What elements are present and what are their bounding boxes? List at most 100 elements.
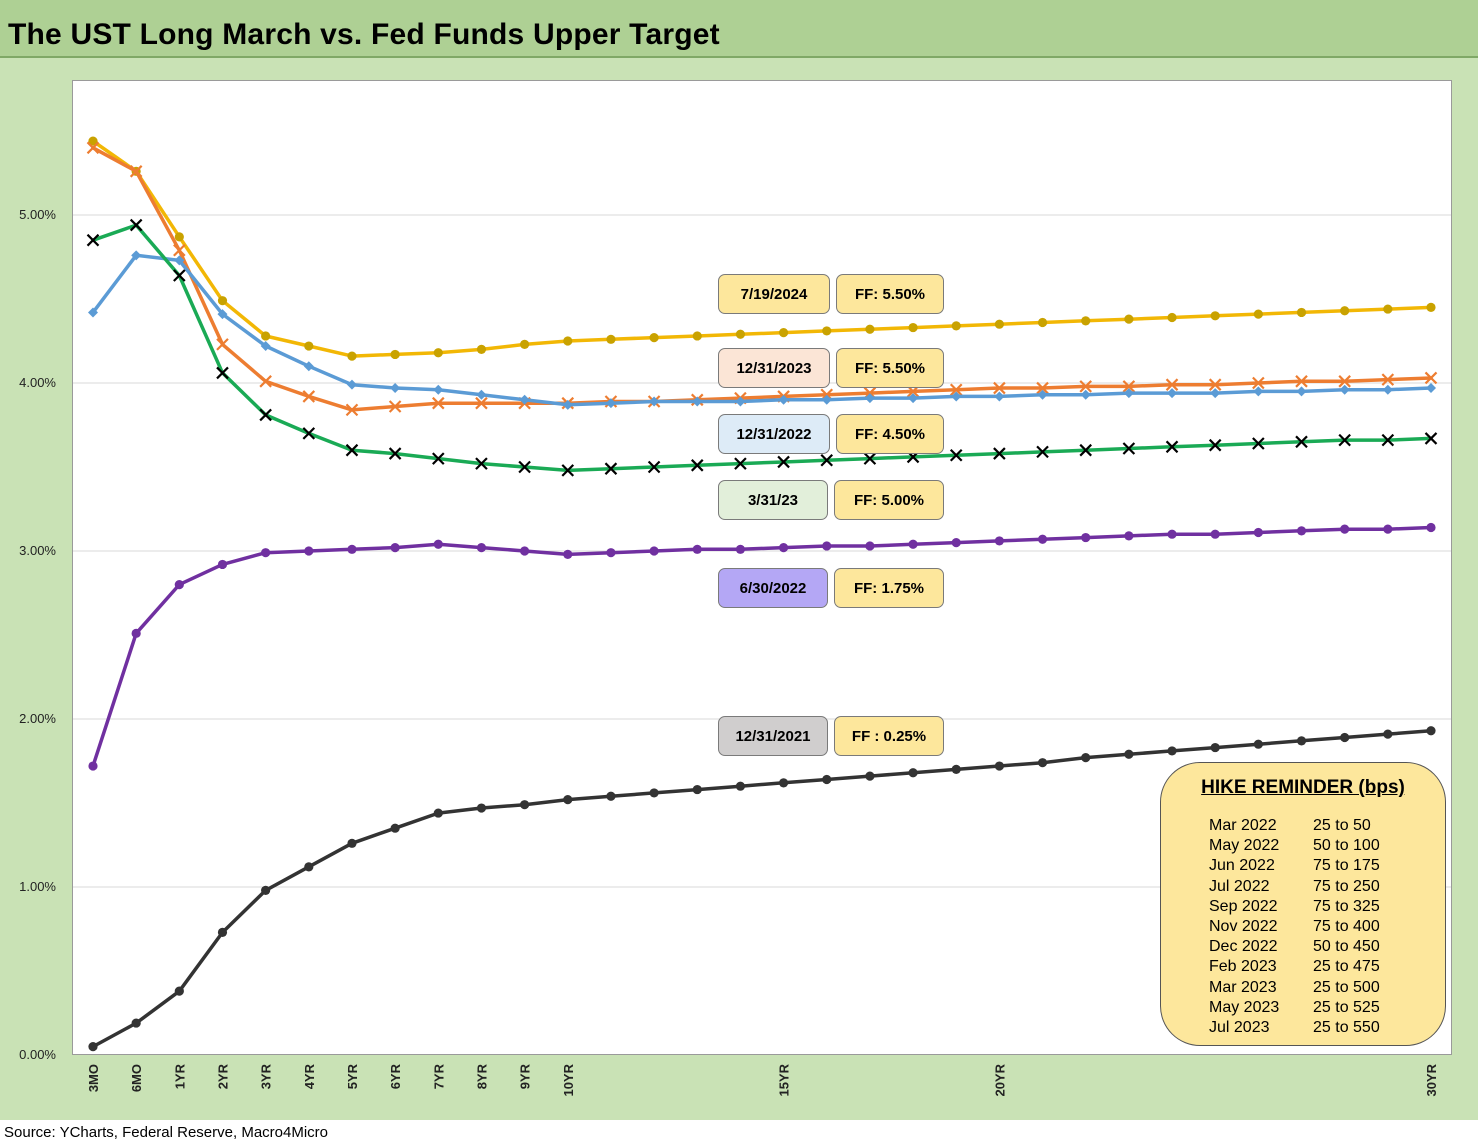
data-point	[518, 460, 531, 474]
data-point	[216, 338, 229, 351]
data-point	[908, 768, 918, 778]
data-point	[778, 328, 789, 338]
data-point	[1253, 527, 1263, 538]
data-point	[86, 233, 100, 247]
data-point	[735, 329, 746, 339]
data-point	[1167, 529, 1177, 539]
data-point	[1426, 522, 1436, 533]
label-date-6: 12/31/2021	[718, 716, 828, 756]
data-point	[1037, 534, 1048, 544]
data-point	[563, 795, 573, 805]
data-point	[1426, 383, 1436, 394]
chart-header: The UST Long March vs. Fed Funds Upper T…	[0, 0, 1478, 58]
data-point	[951, 391, 962, 402]
data-point	[1426, 726, 1436, 736]
x-tick-label: 6MO	[129, 1064, 144, 1092]
data-point	[1252, 437, 1265, 450]
data-point	[1208, 378, 1222, 391]
data-point	[519, 394, 530, 405]
data-point	[88, 307, 98, 318]
x-tick-label: 20YR	[992, 1063, 1007, 1096]
data-point	[1080, 389, 1091, 400]
label-ff-5: FF: 1.75%	[834, 568, 944, 608]
data-point	[131, 250, 142, 261]
data-point	[261, 331, 271, 341]
hike-reminder-box: HIKE REMINDER (bps) Mar 2022 25 to 50 May …	[1160, 762, 1446, 1046]
series-line-1	[91, 139, 1433, 358]
data-point	[993, 447, 1006, 460]
data-point	[173, 244, 186, 257]
data-point	[864, 393, 875, 404]
data-point	[649, 546, 659, 556]
data-point	[692, 784, 702, 795]
data-point	[1081, 316, 1091, 326]
data-point	[561, 464, 575, 477]
series-line-4	[91, 223, 1433, 473]
data-point	[174, 986, 184, 996]
hike-amount: 75 to 325	[1313, 897, 1380, 915]
hike-amount: 50 to 100	[1313, 837, 1380, 855]
data-point	[865, 541, 875, 551]
hike-amount: 25 to 525	[1313, 998, 1380, 1016]
data-point	[1296, 307, 1307, 318]
y-tick-label: 1.00%	[19, 879, 56, 894]
data-point	[475, 396, 488, 410]
hike-month: Mar 2022	[1209, 817, 1277, 834]
data-point	[88, 761, 98, 771]
data-point	[1381, 433, 1395, 447]
data-point	[822, 541, 832, 551]
data-point	[777, 455, 790, 469]
data-point	[476, 344, 487, 354]
hike-month: Jul 2023	[1209, 1019, 1270, 1036]
y-tick-label: 2.00%	[19, 711, 56, 726]
label-ff-3: FF: 4.50%	[836, 414, 944, 454]
data-point	[690, 459, 704, 472]
x-tick-label: 10YR	[561, 1063, 576, 1096]
label-ff-6: FF : 0.25%	[834, 716, 944, 756]
data-point	[1253, 309, 1263, 319]
hike-month: Sep 2022	[1209, 897, 1278, 915]
data-point	[86, 141, 100, 155]
data-point	[863, 452, 877, 465]
y-tick-label: 5.00%	[19, 207, 56, 222]
data-point	[1381, 373, 1395, 386]
data-point	[606, 334, 616, 344]
data-point	[606, 791, 616, 801]
data-point	[261, 885, 271, 895]
data-point	[217, 296, 228, 306]
data-point	[174, 255, 185, 266]
data-point	[347, 544, 357, 554]
hike-month: Jul 2022	[1209, 877, 1270, 895]
y-tick-label: 3.00%	[19, 543, 56, 558]
data-point	[1165, 378, 1179, 391]
x-tick-label: 30YR	[1424, 1063, 1439, 1096]
data-point	[1382, 384, 1393, 395]
data-point	[217, 559, 228, 570]
data-point	[1036, 381, 1049, 395]
data-point	[1426, 302, 1436, 312]
data-point	[692, 331, 702, 341]
data-point	[908, 322, 918, 333]
data-point	[951, 538, 961, 548]
hike-reminder-title: HIKE REMINDER (bps)	[1201, 777, 1405, 798]
data-point	[563, 549, 573, 559]
data-point	[1210, 388, 1221, 399]
hike-amount: 75 to 400	[1313, 918, 1380, 935]
hike-amount: 25 to 500	[1313, 978, 1380, 996]
data-point	[390, 383, 401, 394]
hike-amount: 75 to 250	[1313, 877, 1380, 895]
x-tick-label: 4YR	[302, 1063, 317, 1089]
hike-amount: 50 to 450	[1313, 938, 1380, 956]
data-point	[1295, 435, 1308, 449]
data-point	[88, 136, 98, 146]
data-point	[476, 389, 487, 400]
data-point	[173, 269, 186, 282]
data-point	[347, 838, 357, 848]
data-point	[1339, 384, 1350, 395]
data-point	[1210, 529, 1220, 539]
data-point	[735, 396, 746, 407]
data-point	[1079, 380, 1092, 393]
data-point	[908, 393, 919, 404]
data-point	[1253, 739, 1263, 749]
data-point	[1165, 440, 1179, 454]
